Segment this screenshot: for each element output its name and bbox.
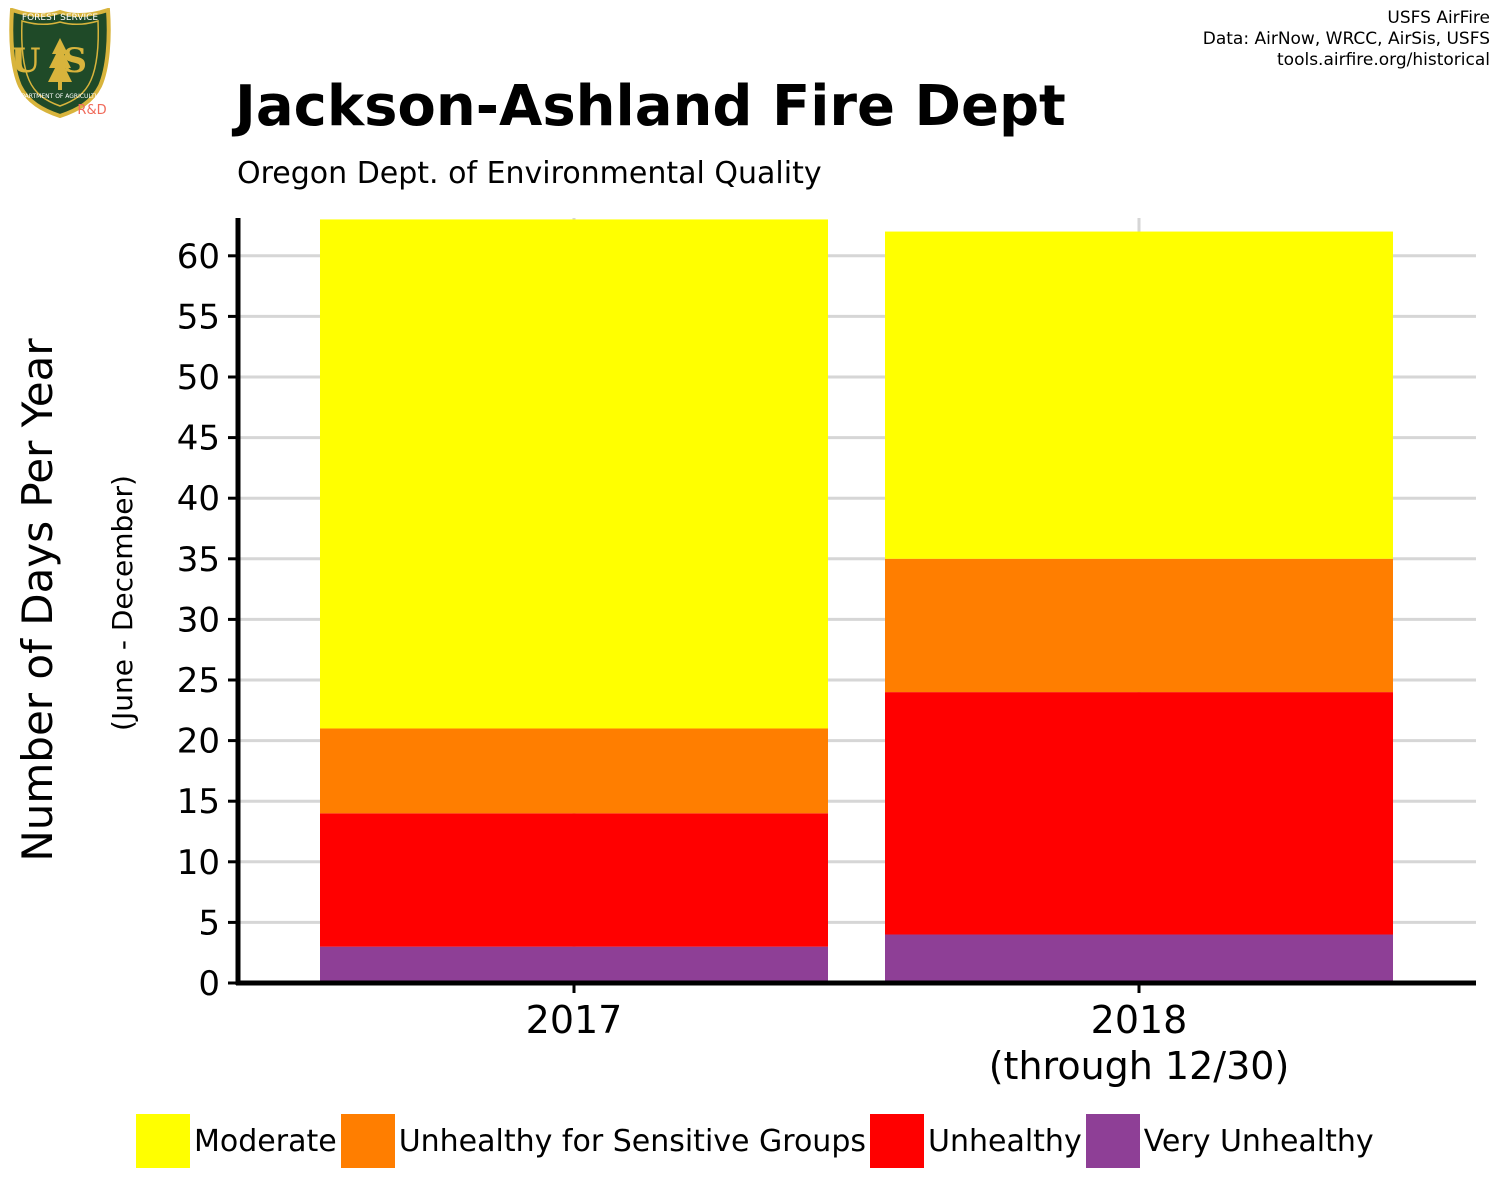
bar-segment-unhealthy [885,692,1393,935]
bar-segment-very-unhealthy [320,946,828,983]
y-tick-label: 0 [198,964,220,1004]
y-tick-label: 15 [177,782,220,822]
axes: 0 5 10 15 20 25 30 35 40 45 50 55 60 2017 2018(through… [177,218,1476,1088]
legend-label: Unhealthy for Sensitive Groups [398,1123,866,1159]
bar-segment-very-unhealthy [885,934,1393,983]
logo-top-text: FOREST SERVICE [22,13,99,23]
tree-icon [48,38,72,82]
legend-item-unhealthy: Unhealthy [870,1114,1082,1168]
y-tick-label: 40 [177,479,220,519]
credit-line: Data: AirNow, WRCC, AirSis, USFS [1202,29,1490,49]
y-tick-label: 10 [177,843,220,883]
logo-main-text: US [11,41,109,81]
x-tick-label: 2018 [1091,998,1188,1042]
bar-segment-unhealthy-for-sensitive-groups [885,558,1393,693]
bars [320,219,1393,983]
y-tick-label: 60 [177,237,220,277]
legend: Moderate Unhealthy for Sensitive Groups … [136,1114,1378,1168]
legend-label: Unhealthy [928,1123,1082,1159]
y-axis-sublabel: (June - December) [106,475,139,731]
bar-segment-moderate [885,231,1393,559]
credit-line: USFS AirFire [1387,8,1490,28]
legend-swatch [1085,1114,1140,1168]
legend-swatch [136,1114,190,1168]
x-tick-label: 2017 [526,998,623,1042]
legend-swatch [870,1114,924,1168]
x-tick-label: (through 12/30) [989,1044,1290,1088]
legend-label: Moderate [194,1123,337,1159]
chart-subtitle: Oregon Dept. of Environmental Quality [237,156,822,191]
y-tick-label: 25 [177,661,220,701]
bar-segment-unhealthy [320,813,828,947]
bar-segment-unhealthy-for-sensitive-groups [320,728,828,814]
y-axis-label: Number of Days Per Year [13,338,62,862]
credit-line: tools.airfire.org/historical [1277,50,1490,70]
chart-title: Jackson-Ashland Fire Dept [235,74,1066,139]
legend-item-usg: Unhealthy for Sensitive Groups [340,1114,866,1168]
y-tick-label: 55 [177,297,220,337]
logo-bottom-text: DEPARTMENT OF AGRICULTURE [13,93,107,100]
y-tick-label: 45 [177,419,220,459]
credits: USFS AirFire Data: AirNow, WRCC, AirSis,… [1203,8,1490,71]
y-tick-label: 5 [198,903,220,943]
y-tick-label: 50 [177,358,220,398]
bar-segment-moderate [320,219,828,729]
forest-service-logo: FOREST SERVICE US DEPARTMENT OF AGRICULT… [9,8,111,118]
y-tick-label: 30 [177,600,220,640]
y-tick-label: 35 [177,540,220,580]
logo-badge-text: R&D [77,103,106,118]
legend-item-very-unhealthy: Very Unhealthy [1085,1114,1374,1168]
legend-item-moderate: Moderate [136,1114,337,1168]
legend-swatch [340,1114,395,1168]
legend-label: Very Unhealthy [1143,1123,1374,1159]
y-tick-label: 20 [177,722,220,762]
